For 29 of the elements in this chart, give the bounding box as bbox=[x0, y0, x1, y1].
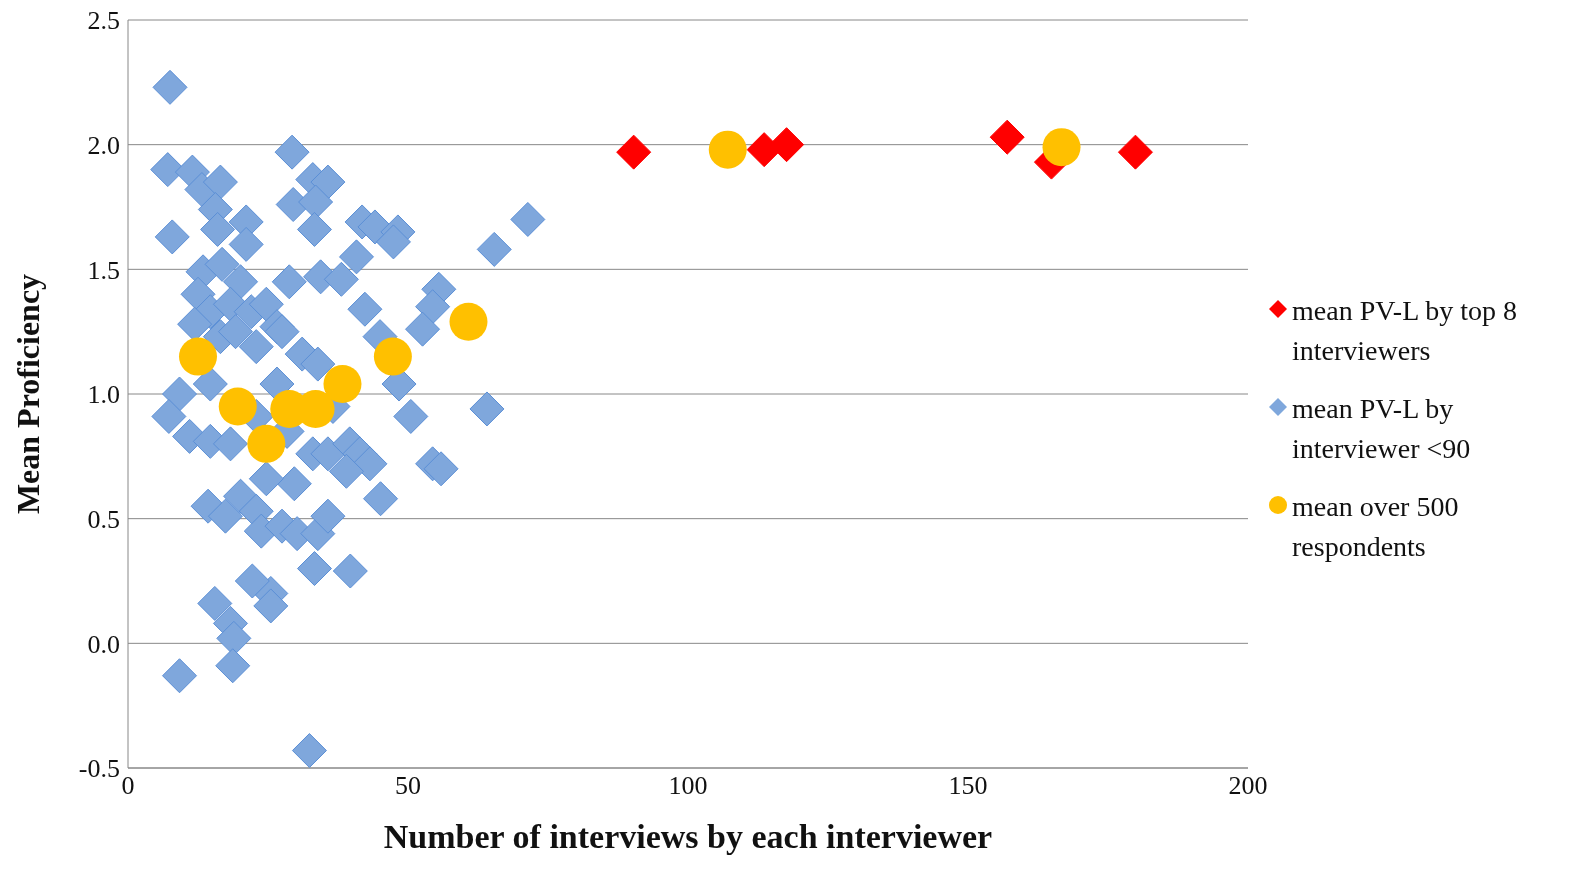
point bbox=[989, 119, 1025, 155]
x-axis-title: Number of interviews by each interviewer bbox=[383, 818, 993, 855]
legend-label: mean over 500 respondents bbox=[1292, 490, 1460, 564]
point bbox=[708, 130, 747, 169]
x-tick-label: 50 bbox=[395, 771, 421, 801]
x-tick-label: 100 bbox=[668, 771, 708, 801]
legend-label: mean PV-L by interviewer <90 bbox=[1292, 392, 1472, 466]
y-tick-label: 0.5 bbox=[87, 504, 120, 534]
x-tick-label: 0 bbox=[121, 771, 135, 801]
y-tick-label: 1.5 bbox=[87, 255, 120, 285]
y-tick-label: 2.0 bbox=[87, 130, 120, 160]
x-tick-label: 200 bbox=[1228, 771, 1268, 801]
point bbox=[616, 134, 652, 170]
point bbox=[218, 387, 257, 426]
y-tick-label: 0.0 bbox=[87, 629, 120, 659]
y-tick-label: 1.0 bbox=[87, 380, 120, 410]
legend-label: mean PV-L by top 8 interviewers bbox=[1292, 294, 1519, 368]
x-tick-label: 150 bbox=[948, 771, 988, 801]
point bbox=[323, 365, 362, 404]
point bbox=[449, 302, 488, 341]
point bbox=[1117, 134, 1153, 170]
y-axis-title: Mean Proficiency bbox=[10, 273, 47, 515]
point bbox=[769, 127, 805, 163]
y-tick-label: 2.5 bbox=[87, 6, 120, 36]
point bbox=[179, 337, 217, 376]
point bbox=[373, 337, 412, 376]
point bbox=[1042, 128, 1081, 167]
point bbox=[247, 424, 286, 463]
y-tick-label: -0.5 bbox=[78, 754, 120, 784]
